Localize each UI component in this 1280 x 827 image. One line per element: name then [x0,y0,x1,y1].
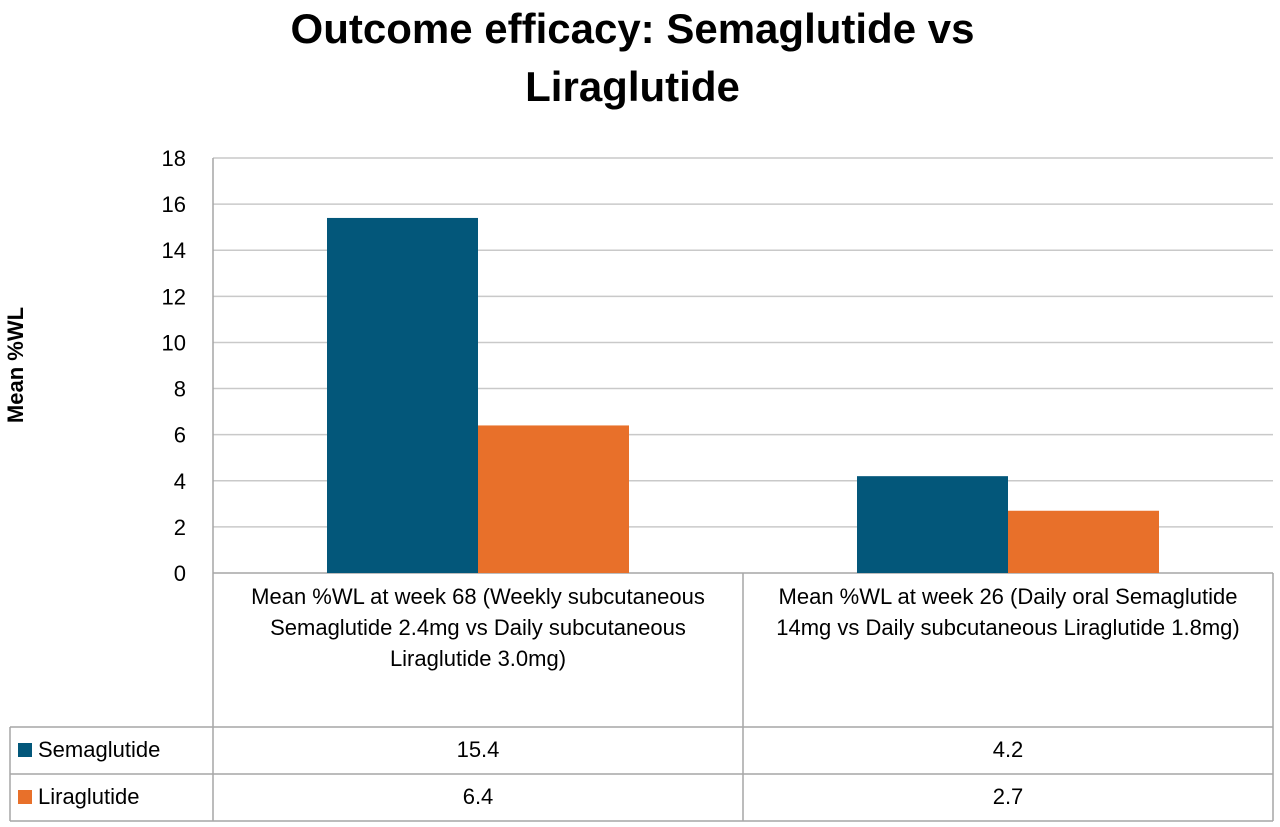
data-table-value: 15.4 [456,737,500,762]
bar-liraglutide-1 [478,425,629,573]
x-category-label: Mean %WL at week 26 (Daily oral Semaglut… [776,584,1240,640]
legend-swatch [18,743,32,757]
y-tick-label: 10 [162,330,186,355]
y-tick-label: 18 [162,146,186,171]
legend-label: Semaglutide [38,737,161,762]
legend-entry-liraglutide: Liraglutide [12,774,213,820]
legend-swatch [18,790,32,804]
y-tick-label: 12 [162,284,186,309]
bar-semaglutide-2 [857,476,1008,573]
y-tick-label: 16 [162,192,186,217]
y-tick-label: 0 [174,561,186,586]
y-tick-label: 14 [162,238,186,263]
y-tick-label: 8 [174,377,186,402]
bar-semaglutide-1 [327,217,478,573]
y-tick-label: 4 [174,469,186,494]
data-table-value: 6.4 [462,784,494,809]
x-category-label: Mean %WL at week 68 (Weekly subcutaneous… [251,584,705,671]
legend-entry-semaglutide: Semaglutide [12,727,213,773]
y-tick-label: 2 [174,515,186,540]
data-table-value: 2.7 [992,784,1024,809]
data-table-value: 4.2 [992,737,1024,762]
y-tick-label: 6 [174,423,186,448]
bar-liraglutide-2 [1008,510,1159,573]
legend-label: Liraglutide [38,784,140,809]
chart-title: Outcome efficacy: Semaglutide vs Liraglu… [290,5,975,110]
